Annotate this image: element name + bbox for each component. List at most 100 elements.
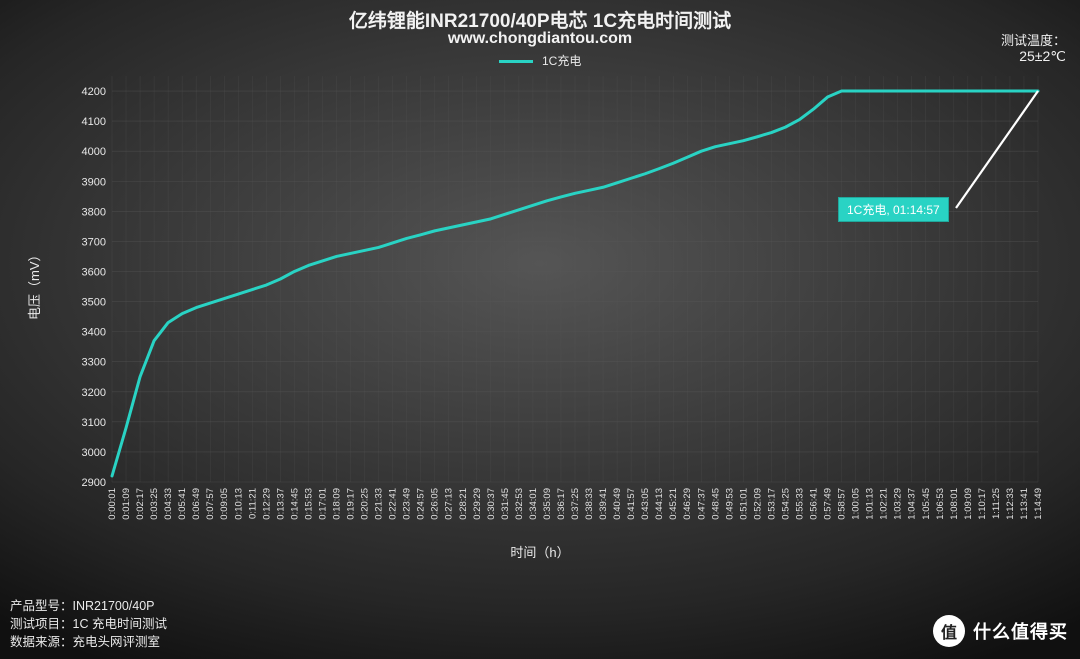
svg-text:0:12:29: 0:12:29 — [261, 488, 272, 520]
svg-text:0:00:01: 0:00:01 — [107, 488, 118, 520]
data-callout: 1C充电, 01:14:57 — [838, 197, 949, 222]
chart-title: 亿纬锂能INR21700/40P电芯 1C充电时间测试 — [0, 6, 1080, 33]
svg-text:2900: 2900 — [82, 477, 106, 489]
source-value: 充电头网评测室 — [73, 635, 161, 649]
svg-text:0:39:41: 0:39:41 — [598, 488, 609, 520]
svg-text:0:58:57: 0:58:57 — [837, 488, 848, 520]
svg-text:0:22:41: 0:22:41 — [388, 488, 399, 520]
svg-text:0:23:49: 0:23:49 — [402, 488, 413, 520]
svg-text:0:17:01: 0:17:01 — [317, 488, 328, 520]
callout-text: 1C充电, 01:14:57 — [847, 203, 940, 217]
svg-text:0:46:29: 0:46:29 — [682, 488, 693, 520]
watermark: 值 什么值得买 — [933, 615, 1068, 647]
svg-text:4100: 4100 — [82, 116, 106, 128]
svg-text:1:05:45: 1:05:45 — [921, 488, 932, 520]
svg-text:1:10:17: 1:10:17 — [977, 488, 988, 520]
svg-text:4000: 4000 — [82, 146, 106, 158]
svg-text:0:07:57: 0:07:57 — [205, 488, 216, 520]
svg-text:0:30:37: 0:30:37 — [486, 488, 497, 520]
svg-text:0:28:21: 0:28:21 — [458, 488, 469, 520]
svg-text:0:55:33: 0:55:33 — [794, 488, 805, 520]
svg-text:0:32:53: 0:32:53 — [514, 488, 525, 520]
svg-text:0:20:25: 0:20:25 — [360, 488, 371, 520]
svg-text:0:57:49: 0:57:49 — [823, 488, 834, 520]
temp-label: 测试温度： — [1001, 30, 1066, 49]
legend-swatch — [499, 60, 533, 63]
svg-text:0:51:01: 0:51:01 — [738, 488, 749, 520]
svg-text:0:24:57: 0:24:57 — [416, 488, 427, 520]
svg-text:3600: 3600 — [82, 266, 106, 278]
svg-text:0:09:05: 0:09:05 — [219, 488, 230, 520]
x-axis-label: 时间（h） — [0, 542, 1080, 561]
svg-text:3800: 3800 — [82, 206, 106, 218]
svg-text:0:43:05: 0:43:05 — [640, 488, 651, 520]
svg-text:0:13:37: 0:13:37 — [275, 488, 286, 520]
svg-text:3000: 3000 — [82, 447, 106, 459]
svg-text:3400: 3400 — [82, 327, 106, 339]
svg-text:0:35:09: 0:35:09 — [542, 488, 553, 520]
source-label: 数据来源： — [10, 635, 73, 649]
svg-text:3500: 3500 — [82, 297, 106, 309]
chart-plot: 2900 3000 3100 3200 3300 3400 3500 3600 3700 3800… — [72, 72, 1044, 540]
svg-text:0:19:17: 0:19:17 — [346, 488, 357, 520]
watermark-text: 什么值得买 — [973, 618, 1068, 644]
product-value: INR21700/40P — [73, 599, 155, 613]
legend: 1C充电 — [0, 52, 1080, 69]
chart-subtitle: www.chongdiantou.com — [0, 30, 1080, 48]
svg-text:0:15:53: 0:15:53 — [303, 488, 314, 520]
svg-text:0:11:21: 0:11:21 — [247, 488, 258, 519]
svg-text:1:02:21: 1:02:21 — [879, 488, 890, 520]
svg-text:0:45:21: 0:45:21 — [668, 488, 679, 520]
svg-text:0:52:09: 0:52:09 — [752, 488, 763, 520]
svg-text:1:12:33: 1:12:33 — [1005, 488, 1016, 520]
svg-text:0:10:13: 0:10:13 — [233, 488, 244, 520]
svg-text:1:09:09: 1:09:09 — [963, 488, 974, 520]
svg-text:0:53:17: 0:53:17 — [766, 488, 777, 520]
svg-text:4200: 4200 — [82, 86, 106, 98]
svg-text:0:01:09: 0:01:09 — [121, 488, 132, 520]
svg-text:0:38:33: 0:38:33 — [584, 488, 595, 520]
svg-text:1:06:53: 1:06:53 — [935, 488, 946, 520]
item-label: 测试项目： — [10, 617, 73, 631]
item-value: 1C 充电时间测试 — [73, 617, 167, 631]
svg-text:3900: 3900 — [82, 176, 106, 188]
svg-text:0:29:29: 0:29:29 — [472, 488, 483, 520]
svg-text:0:48:45: 0:48:45 — [710, 488, 721, 520]
product-label: 产品型号： — [10, 599, 73, 613]
svg-text:1:08:01: 1:08:01 — [949, 488, 960, 520]
svg-text:0:27:13: 0:27:13 — [444, 488, 455, 520]
svg-text:3700: 3700 — [82, 236, 106, 248]
svg-text:0:37:25: 0:37:25 — [570, 488, 581, 520]
svg-text:0:18:09: 0:18:09 — [331, 488, 342, 520]
svg-text:0:14:45: 0:14:45 — [289, 488, 300, 520]
svg-text:1:00:05: 1:00:05 — [851, 488, 862, 520]
svg-text:1:04:37: 1:04:37 — [907, 488, 918, 520]
svg-text:0:49:53: 0:49:53 — [724, 488, 735, 520]
svg-text:0:40:49: 0:40:49 — [612, 488, 623, 520]
svg-text:0:41:57: 0:41:57 — [626, 488, 637, 520]
svg-text:1:01:13: 1:01:13 — [865, 488, 876, 520]
legend-label: 1C充电 — [542, 54, 581, 68]
svg-text:1:13:41: 1:13:41 — [1019, 488, 1030, 520]
svg-text:1:11:25: 1:11:25 — [991, 488, 1002, 519]
svg-text:0:21:33: 0:21:33 — [374, 488, 385, 520]
svg-text:0:47:37: 0:47:37 — [696, 488, 707, 520]
svg-text:0:44:13: 0:44:13 — [654, 488, 665, 520]
footer-meta: 产品型号：INR21700/40P 测试项目：1C 充电时间测试 数据来源：充电… — [10, 597, 167, 651]
svg-text:0:56:41: 0:56:41 — [809, 488, 820, 520]
svg-text:3300: 3300 — [82, 357, 106, 369]
svg-text:0:04:33: 0:04:33 — [163, 488, 174, 520]
svg-text:0:03:25: 0:03:25 — [149, 488, 160, 520]
svg-text:0:02:17: 0:02:17 — [135, 488, 146, 520]
svg-text:1:14:49: 1:14:49 — [1033, 488, 1044, 520]
svg-text:0:05:41: 0:05:41 — [177, 488, 188, 520]
svg-text:3200: 3200 — [82, 387, 106, 399]
svg-text:0:36:17: 0:36:17 — [556, 488, 567, 520]
svg-text:0:31:45: 0:31:45 — [500, 488, 511, 520]
watermark-badge-icon: 值 — [933, 615, 965, 647]
svg-text:0:34:01: 0:34:01 — [528, 488, 539, 520]
chart-container: 亿纬锂能INR21700/40P电芯 1C充电时间测试 www.chongdia… — [0, 0, 1080, 659]
y-axis-label: 电压（mV） — [24, 248, 43, 320]
svg-text:0:54:25: 0:54:25 — [780, 488, 791, 520]
svg-text:3100: 3100 — [82, 417, 106, 429]
